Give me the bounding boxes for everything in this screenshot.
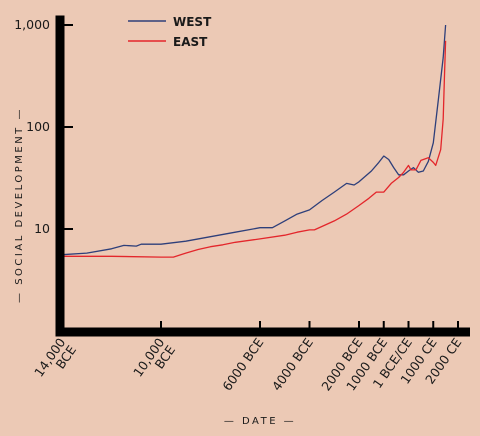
series-line-west [61, 24, 447, 256]
series-line-east [62, 40, 447, 258]
y-tick-label-0: 10 [34, 221, 50, 236]
legend: WEST EAST [128, 15, 212, 49]
x-tick-label-1: 10,000BCE [130, 335, 178, 387]
y-axis-ticks: 10 100 1,000 [14, 17, 73, 236]
y-tick-label-1: 100 [26, 119, 50, 134]
legend-label-east: EAST [173, 35, 208, 49]
x-tick-label-2: 6000 BCE [219, 335, 266, 393]
y-axis-title: — SOCIAL DEVELOPMENT — [14, 107, 25, 303]
x-axis-title: — DATE — [224, 416, 296, 427]
legend-label-west: WEST [173, 15, 212, 29]
series-lines [61, 24, 447, 258]
y-tick-label-2: 1,000 [14, 17, 50, 32]
legend-entry-west: WEST [128, 15, 212, 29]
x-tick-label-3: 4000 BCE [269, 335, 316, 393]
legend-entry-east: EAST [128, 35, 208, 49]
x-tick-label-0: 14,000BCE [31, 335, 79, 387]
